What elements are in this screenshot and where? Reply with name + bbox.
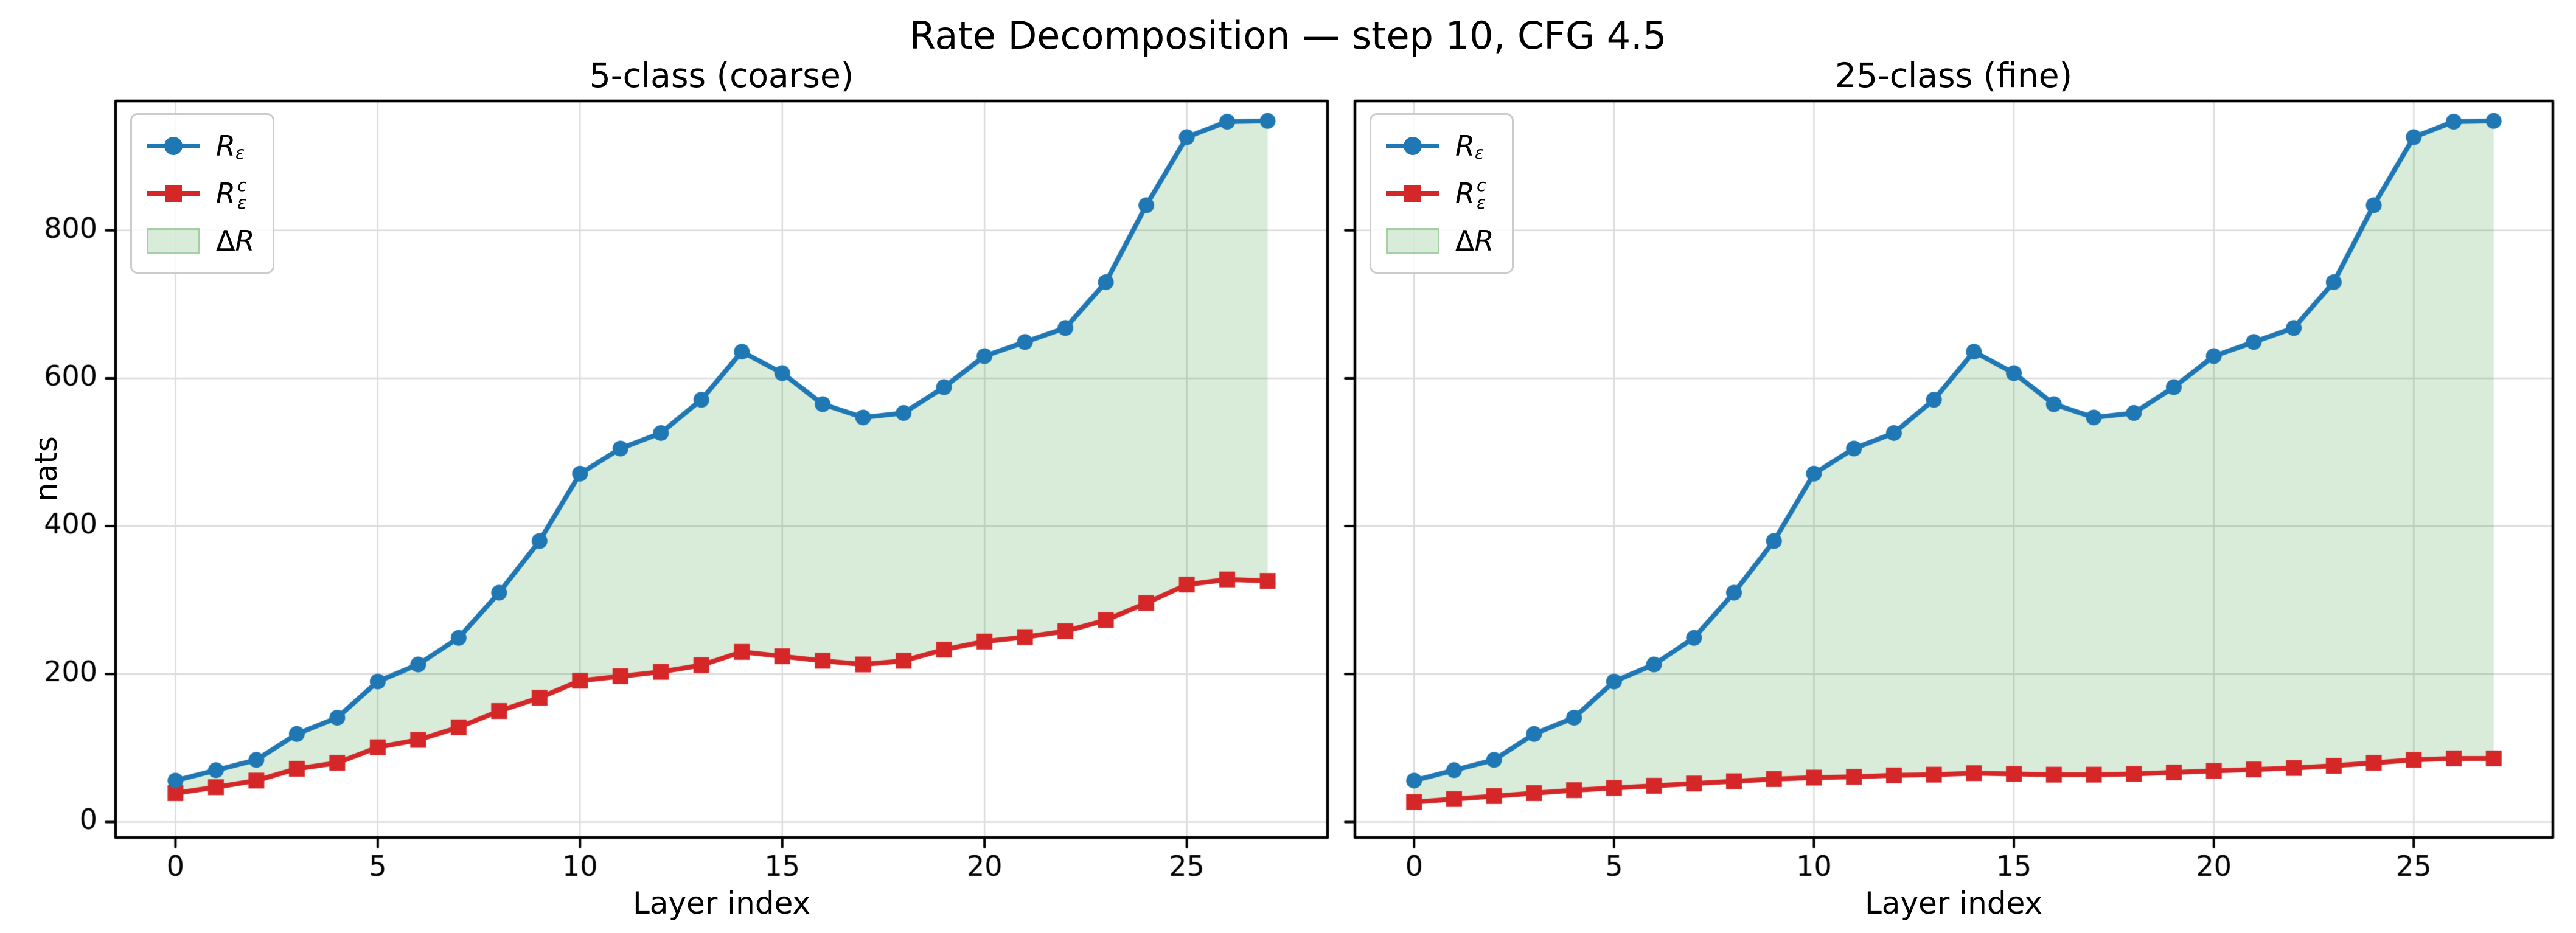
green-area-patch-icon (147, 223, 200, 258)
figure-title: Rate Decomposition — step 10, CFG 4.5 (909, 13, 1667, 58)
subplot-title-coarse: 5-class (coarse) (589, 56, 854, 95)
red-line-square-marker-icon (147, 176, 200, 211)
green-area-patch-icon (1386, 223, 1439, 258)
blue-line-circle-marker-icon (1386, 128, 1439, 164)
y-axis-label: nats (28, 436, 64, 502)
x-axis-label-left: Layer index (632, 886, 811, 921)
x-axis-label-right: Layer index (1864, 886, 2043, 921)
red-line-square-marker-icon (1386, 176, 1439, 211)
subplot-title-fine: 25-class (fine) (1834, 56, 2073, 95)
blue-line-circle-marker-icon (147, 128, 200, 164)
